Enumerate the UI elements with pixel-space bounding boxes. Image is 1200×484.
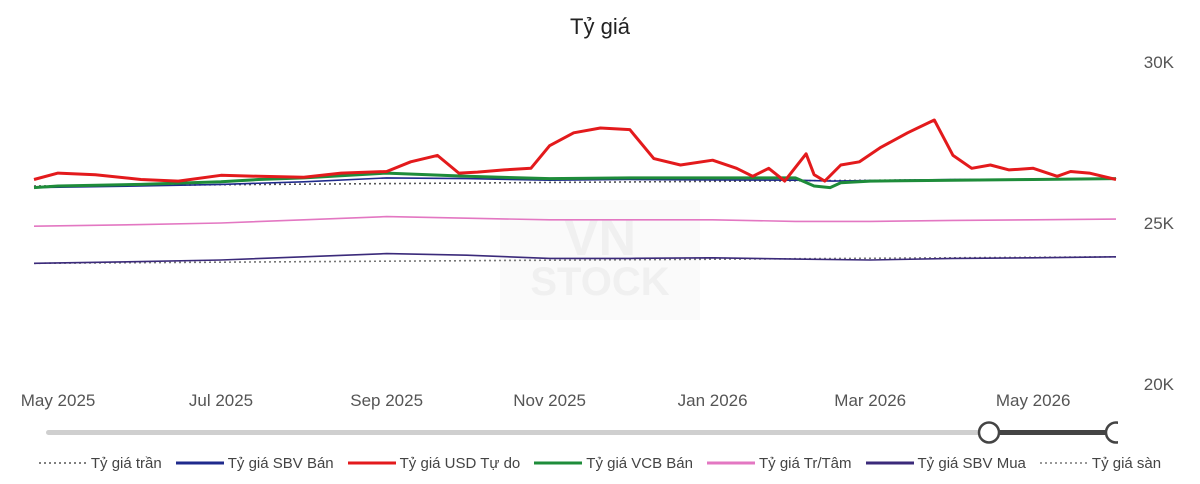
legend-swatch bbox=[707, 461, 755, 465]
series-line-3 bbox=[33, 171, 1117, 190]
legend-label: Tỷ giá trần bbox=[90, 454, 162, 472]
legend-item[interactable]: Tỷ giá USD Tự do bbox=[347, 454, 521, 472]
legend-swatch bbox=[38, 462, 87, 464]
x-axis: May 2025 Jul 2025 Sep 2025 Nov 2025 Jan 2026… bbox=[21, 391, 1071, 410]
legend-label: Tỷ giá VCB Bán bbox=[586, 454, 693, 472]
legend-swatch bbox=[1039, 462, 1088, 464]
x-tick-label: Jul 2025 bbox=[189, 391, 253, 410]
legend-swatch bbox=[175, 461, 224, 465]
legend-item[interactable]: Tỷ giá sàn bbox=[1039, 454, 1162, 472]
y-tick-label: 30K bbox=[1144, 53, 1175, 72]
range-slider[interactable] bbox=[46, 420, 1118, 446]
slider-handle-start[interactable] bbox=[977, 421, 1001, 444]
legend-item[interactable]: Tỷ giá Tr/Tâm bbox=[707, 455, 852, 472]
slider-handle-end[interactable] bbox=[1104, 421, 1118, 444]
y-axis: 30K 25K 20K bbox=[1144, 53, 1175, 394]
chart-title: Tỷ giá bbox=[570, 14, 630, 39]
svg-text:VN: VN bbox=[564, 209, 636, 267]
legend-item[interactable]: Tỷ giá VCB Bán bbox=[534, 455, 693, 472]
y-tick-label: 25K bbox=[1144, 214, 1175, 233]
x-tick-label: Nov 2025 bbox=[513, 391, 586, 410]
series-line-4 bbox=[33, 215, 1117, 227]
legend-swatch bbox=[865, 461, 914, 465]
legend-label: Tỷ giá USD Tự do bbox=[399, 454, 521, 472]
slider-selected-range[interactable] bbox=[989, 430, 1116, 435]
legend-label: Tỷ giá Tr/Tâm bbox=[759, 454, 852, 472]
legend-label: Tỷ giá SBV Bán bbox=[227, 454, 334, 472]
series-line-5 bbox=[33, 252, 1117, 265]
legend-swatch bbox=[534, 461, 583, 465]
legend: Tỷ giá trần Tỷ giá SBV Bán Tỷ giá USD Tự d… bbox=[0, 452, 1200, 474]
legend-label: Tỷ giá sàn bbox=[1091, 454, 1162, 472]
series-line-6 bbox=[33, 256, 1117, 265]
x-tick-label: Jan 2026 bbox=[678, 391, 748, 410]
legend-item[interactable]: Tỷ giá SBV Mua bbox=[865, 454, 1026, 472]
legend-item[interactable]: Tỷ giá SBV Bán bbox=[175, 454, 334, 472]
x-tick-label: May 2026 bbox=[996, 391, 1071, 410]
legend-label: Tỷ giá SBV Mua bbox=[917, 454, 1026, 472]
series-layer bbox=[33, 118, 1117, 265]
x-tick-label: Mar 2026 bbox=[834, 391, 906, 410]
svg-text:STOCK: STOCK bbox=[530, 260, 669, 304]
y-tick-label: 20K bbox=[1144, 375, 1175, 394]
slider-track[interactable] bbox=[46, 430, 1118, 435]
legend-item[interactable]: Tỷ giá trần bbox=[38, 454, 162, 472]
series-line-2 bbox=[33, 118, 1117, 183]
x-tick-label: Sep 2025 bbox=[350, 391, 423, 410]
x-tick-label: May 2025 bbox=[21, 391, 96, 410]
legend-swatch bbox=[347, 461, 396, 465]
